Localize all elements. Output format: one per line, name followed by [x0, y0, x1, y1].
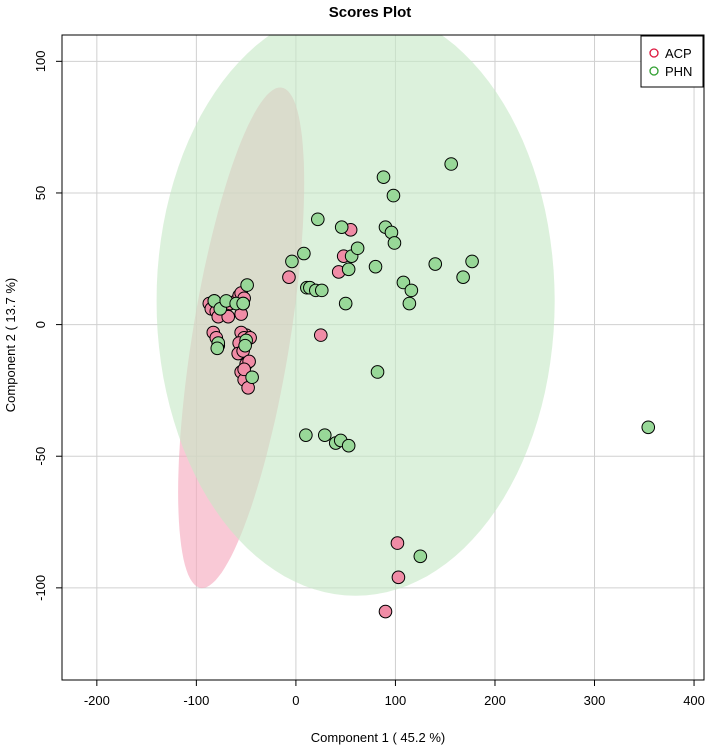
- point-phn: [368, 259, 383, 274]
- legend-marker-phn: [649, 66, 659, 76]
- point-phn: [386, 188, 401, 203]
- legend-label-acp: ACP: [665, 46, 692, 61]
- point-acp: [391, 570, 406, 585]
- point-phn: [245, 370, 259, 385]
- legend-marker-acp: [649, 48, 659, 58]
- point-acp: [313, 328, 328, 342]
- point-phn: [370, 365, 385, 379]
- data-points: [202, 157, 656, 619]
- point-phn: [299, 428, 313, 442]
- x-tick-label: 300: [584, 693, 606, 708]
- y-tick-label: -100: [33, 575, 48, 601]
- point-phn: [236, 296, 250, 311]
- x-tick-label: 200: [484, 693, 506, 708]
- x-axis-label: Component 1 ( 45.2 %): [311, 730, 445, 745]
- point-phn: [428, 257, 443, 271]
- point-phn: [350, 241, 365, 256]
- point-phn: [317, 428, 332, 442]
- point-phn: [641, 420, 656, 435]
- point-phn: [465, 254, 479, 269]
- y-axis: -100 -50 0 50 100: [33, 50, 62, 601]
- point-phn: [444, 157, 458, 171]
- y-tick-label: -50: [33, 447, 48, 466]
- x-tick-label: 0: [292, 693, 299, 708]
- chart-title: Scores Plot: [329, 4, 412, 21]
- point-phn: [413, 549, 428, 564]
- point-phn: [240, 278, 254, 292]
- point-acp: [378, 604, 393, 619]
- point-phn: [297, 246, 311, 261]
- x-tick-label: -100: [183, 693, 209, 708]
- y-tick-label: 100: [33, 50, 48, 72]
- point-phn: [238, 338, 252, 353]
- point-phn: [456, 270, 470, 285]
- point-phn: [404, 283, 419, 298]
- point-phn: [341, 262, 356, 277]
- y-axis-label: Component 2 ( 13.7 %): [3, 278, 18, 412]
- point-phn: [376, 170, 391, 184]
- legend-label-phn: PHN: [665, 64, 692, 79]
- point-acp: [390, 536, 405, 550]
- legend-box: [640, 35, 704, 88]
- ellipse-phn: [156, 35, 555, 596]
- point-phn: [334, 220, 349, 234]
- x-tick-label: -200: [84, 693, 110, 708]
- point-phn: [341, 438, 356, 453]
- x-tick-label: 400: [683, 693, 705, 708]
- point-phn: [210, 341, 225, 356]
- legend: ACP PHN: [640, 35, 704, 88]
- point-phn: [314, 283, 329, 298]
- y-tick-label: 50: [33, 186, 48, 200]
- point-acp: [282, 270, 296, 285]
- point-phn: [338, 296, 353, 311]
- point-phn: [387, 236, 402, 250]
- plot-frame: [61, 34, 705, 681]
- y-tick-label: 0: [33, 321, 48, 328]
- x-tick-label: 100: [385, 693, 407, 708]
- x-axis: -200 -100 0 100 200 300 400: [84, 680, 705, 708]
- point-phn: [285, 254, 299, 269]
- point-phn: [311, 212, 325, 227]
- point-phn: [402, 296, 417, 311]
